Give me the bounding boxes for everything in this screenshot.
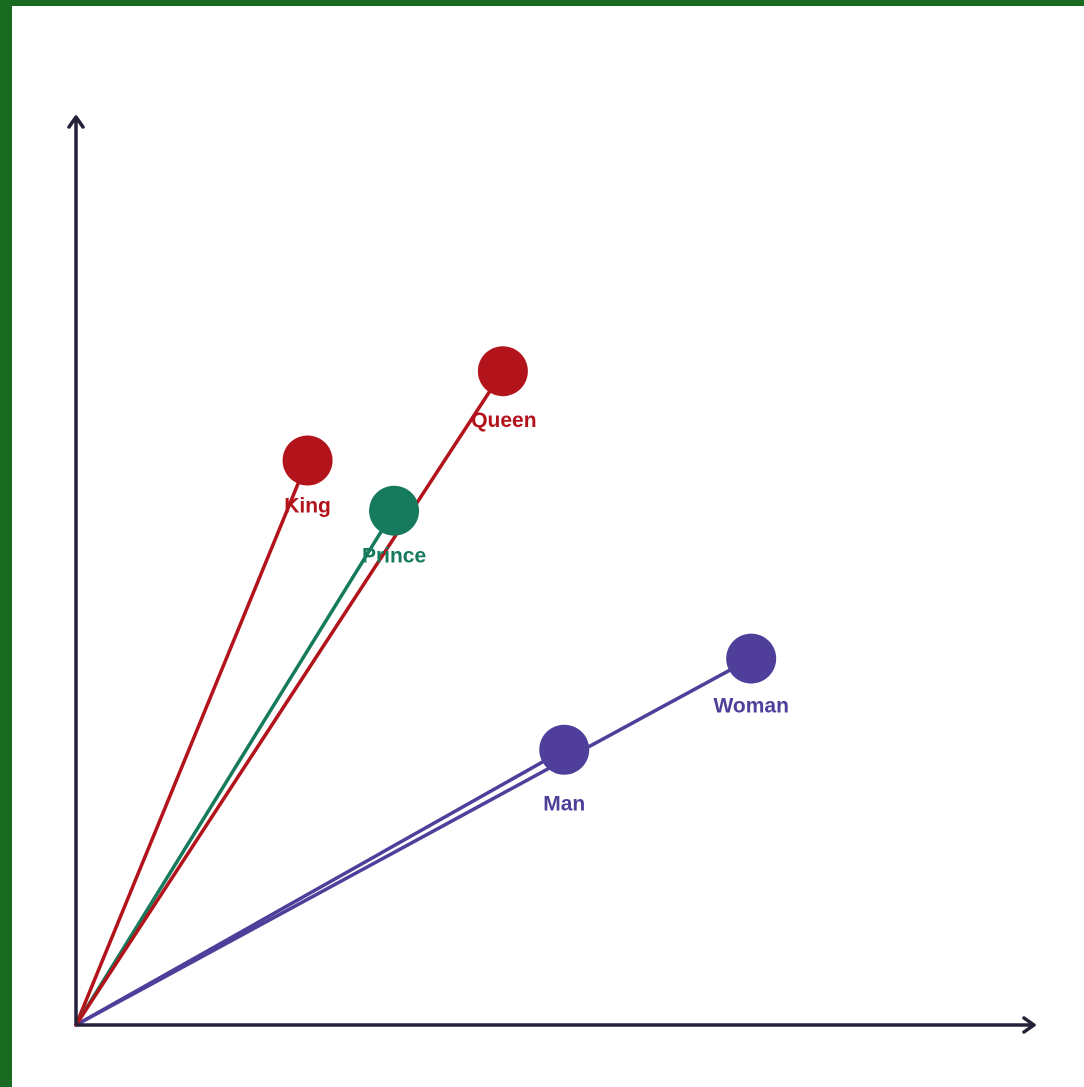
label-king: King bbox=[284, 494, 331, 517]
point-prince bbox=[369, 485, 420, 536]
label-prince: Prince bbox=[362, 545, 426, 568]
label-man: Man bbox=[543, 793, 585, 816]
point-queen bbox=[477, 346, 528, 397]
vector-line-woman bbox=[74, 656, 753, 1027]
point-woman bbox=[726, 633, 777, 684]
vector-endpoints bbox=[282, 346, 777, 775]
vector-labels: King Queen Prince Man Woman bbox=[284, 409, 789, 816]
frame-border-left bbox=[0, 0, 12, 1087]
y-axis-arrowhead bbox=[67, 115, 85, 129]
x-axis-arrowhead bbox=[1022, 1016, 1036, 1034]
label-queen: Queen bbox=[471, 409, 536, 432]
vector-lines bbox=[74, 369, 753, 1027]
axes bbox=[67, 115, 1036, 1034]
diagram-canvas bbox=[12, 6, 1084, 1087]
vector-line-king bbox=[74, 458, 310, 1027]
frame-border-top bbox=[0, 0, 1084, 6]
point-man bbox=[539, 724, 590, 775]
point-king bbox=[282, 435, 333, 486]
vector-line-prince bbox=[74, 508, 396, 1027]
vector-line-queen bbox=[74, 369, 505, 1027]
label-woman: Woman bbox=[713, 695, 788, 718]
